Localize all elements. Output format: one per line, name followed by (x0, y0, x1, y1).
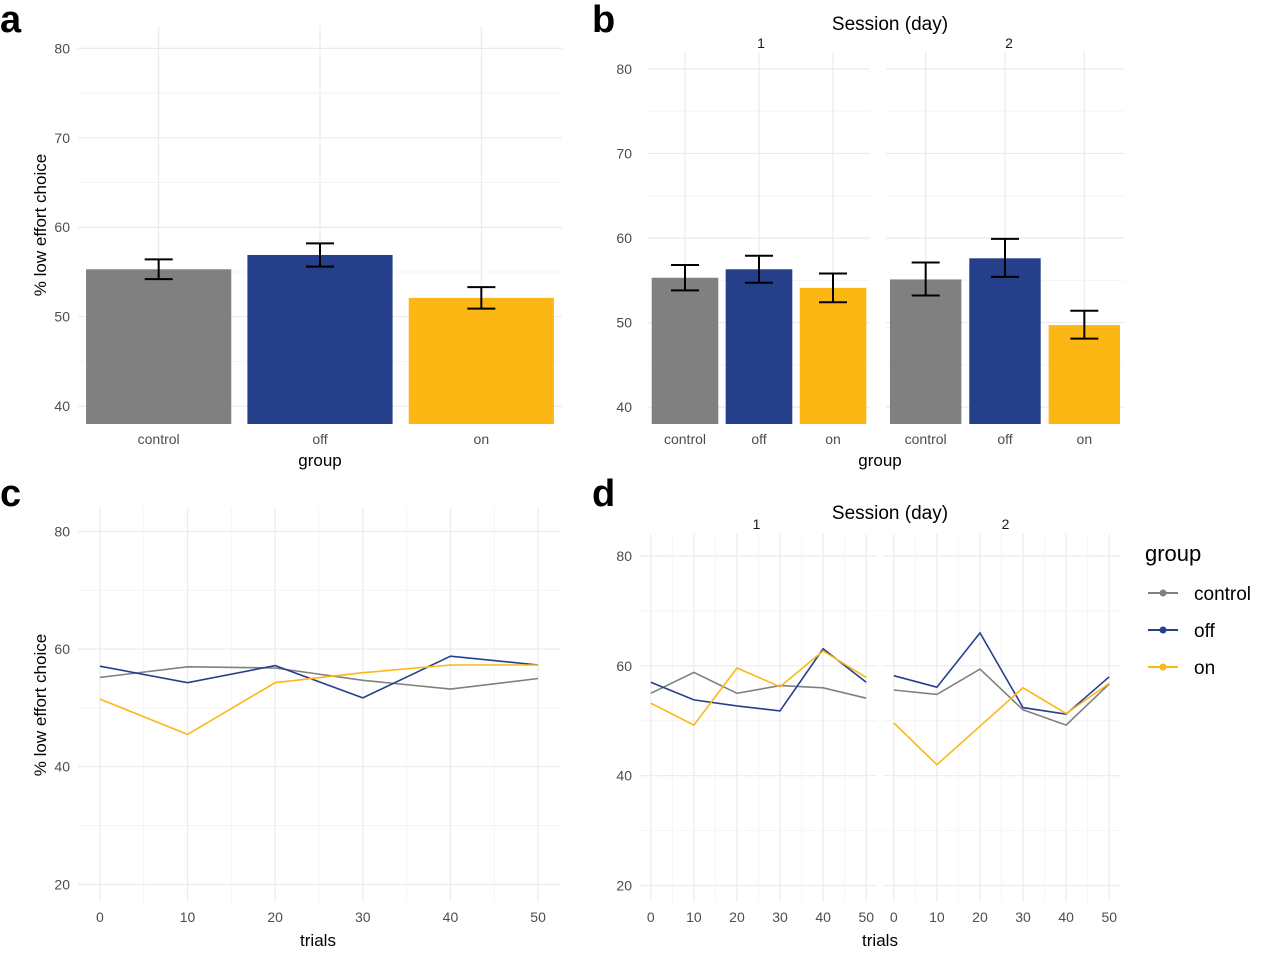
panel-b-ytick-label: 80 (616, 61, 632, 77)
panel-b-ytick-label: 50 (616, 315, 632, 331)
panel-b-ytick-label: 60 (616, 230, 632, 246)
panel-b-facet-2-xtick-label-control: control (905, 431, 947, 447)
panel-b-facet-1: control off on 1 (648, 35, 870, 447)
panel-d-facet-1-xtick-label: 20 (729, 909, 745, 925)
panel-b-facet-1-bar-off (725, 269, 793, 424)
panel-label-a: a (0, 0, 22, 41)
panel-d-facet-1-xtick-label: 10 (686, 909, 702, 925)
panel-d-facet-2: 0 10 20 30 40 50 2 (883, 516, 1120, 925)
panel-b-facet-1-bar-control (651, 277, 719, 424)
panel-a-x-axis-title: group (298, 451, 341, 470)
panel-d-facet-2-series-line-control (893, 668, 1110, 727)
panel-d-facet-2-xtick-label: 50 (1101, 909, 1117, 925)
panel-b-facet-2-bar-on (1048, 325, 1121, 424)
panel-d-ytick-label: 40 (616, 768, 632, 784)
panel-d-facet-1-xtick-label: 0 (647, 909, 655, 925)
panel-d-ytick-label: 20 (616, 878, 632, 894)
panel-b-facet-2-bar-off (969, 258, 1041, 424)
legend-label-on: on (1194, 658, 1215, 679)
panel-c-ytick-label: 80 (54, 524, 70, 540)
panel-b-facet-2-bar-control (889, 279, 962, 424)
legend-item-control: control (1148, 584, 1251, 605)
panel-a-bar-chart: control off on 40 50 60 70 80 group % low effort … (31, 26, 562, 470)
panel-a-y-axis-title: % low effort choice (31, 154, 50, 296)
panel-b-facet-2-xtick-label-on: on (1077, 431, 1093, 447)
panel-b-faceted-bar-chart: Session (day) control off on 1 control off on 2 4… (616, 14, 1124, 470)
panel-d-facet-1-xtick-label: 30 (772, 909, 788, 925)
panel-d-facet-2-xtick-label: 20 (972, 909, 988, 925)
panel-d-ytick-label: 60 (616, 658, 632, 674)
panel-a-ytick-label: 60 (54, 219, 70, 235)
panel-c-y-axis-title: % low effort choice (31, 634, 50, 776)
legend: group control off on (1145, 541, 1251, 679)
legend-label-control: control (1194, 584, 1251, 605)
panel-c-line-chart: 0 10 20 30 40 50 20 40 60 80 trials % low effort ch… (31, 508, 560, 950)
legend-key-dot-off (1159, 626, 1167, 634)
panel-d-facet-1-series-line-off (650, 647, 867, 712)
panel-c-series-line-on (99, 664, 539, 736)
panel-a-ytick-label: 40 (54, 398, 70, 414)
legend-item-on: on (1148, 658, 1215, 679)
panel-b-x-axis-title: group (858, 451, 901, 470)
panel-c-ytick-label: 60 (54, 641, 70, 657)
panel-a-ytick-label: 80 (54, 40, 70, 56)
panel-b-facet-1-xtick-label-on: on (825, 431, 841, 447)
panel-c-xtick-label: 20 (267, 909, 283, 925)
panel-b-ytick-label: 70 (616, 145, 632, 161)
panel-d-facet-2-series-line-on (893, 682, 1110, 766)
panel-b-facet-2: control off on 2 (886, 35, 1124, 447)
panel-d-facet-2-xtick-label: 40 (1058, 909, 1074, 925)
panel-label-b: b (592, 0, 615, 41)
panel-c-xtick-label: 40 (443, 909, 459, 925)
panel-b-facet-title: Session (day) (832, 14, 948, 35)
panel-b-facet-1-xtick-label-control: control (664, 431, 706, 447)
panel-b-strip-label-1: 1 (757, 35, 765, 51)
panel-d-x-axis-title: trials (862, 931, 898, 950)
panel-a-bar-on (408, 297, 554, 424)
panel-c-series-line-off (99, 655, 539, 699)
panel-d-ytick-label: 80 (616, 548, 632, 564)
panel-a-xtick-label-control: control (138, 431, 180, 447)
legend-label-off: off (1194, 621, 1216, 642)
panel-d-facet-1: 0 10 20 30 40 50 1 (640, 516, 877, 925)
panel-d-facet-1-xtick-label: 50 (858, 909, 874, 925)
panel-d-facet-2-xtick-label: 0 (890, 909, 898, 925)
panel-a-ytick-label: 70 (54, 130, 70, 146)
panel-c-series-line-control (99, 665, 539, 690)
panel-b-facet-1-bar-on (799, 287, 867, 424)
panel-d-facet-2-xtick-label: 10 (929, 909, 945, 925)
panel-d-strip-label-1: 1 (753, 516, 761, 532)
panel-c-xtick-label: 10 (180, 909, 196, 925)
panel-d-facet-1-series-line-control (650, 671, 867, 699)
panel-c-ytick-label: 40 (54, 759, 70, 775)
panel-b-facet-1-xtick-label-off: off (751, 431, 766, 447)
panel-a-xtick-label-off: off (312, 431, 327, 447)
panel-c-xtick-label: 30 (355, 909, 371, 925)
panel-a-bar-off (247, 254, 393, 424)
panel-c-ytick-label: 20 (54, 876, 70, 892)
panel-c-xtick-label: 50 (530, 909, 546, 925)
panel-d-facet-title: Session (day) (832, 503, 948, 524)
legend-key-dot-control (1159, 589, 1167, 597)
legend-item-off: off (1148, 621, 1216, 642)
panel-d-facet-1-series-line-on (650, 650, 867, 727)
panel-label-d: d (592, 473, 615, 515)
panel-d-facet-2-xtick-label: 30 (1015, 909, 1031, 925)
panel-d-facet-1-xtick-label: 40 (815, 909, 831, 925)
legend-key-dot-on (1159, 663, 1167, 671)
panel-d-strip-label-2: 2 (1002, 516, 1010, 532)
panel-label-c: c (0, 473, 21, 515)
panel-c-x-axis-title: trials (300, 931, 336, 950)
panel-a-ytick-label: 50 (54, 309, 70, 325)
panel-a-bar-control (86, 269, 232, 424)
panel-c-xtick-label: 0 (96, 909, 104, 925)
panel-a-xtick-label-on: on (474, 431, 490, 447)
panel-b-strip-label-2: 2 (1005, 35, 1013, 51)
legend-title: group (1145, 541, 1201, 566)
panel-b-facet-2-xtick-label-off: off (997, 431, 1012, 447)
panel-b-ytick-label: 40 (616, 399, 632, 415)
